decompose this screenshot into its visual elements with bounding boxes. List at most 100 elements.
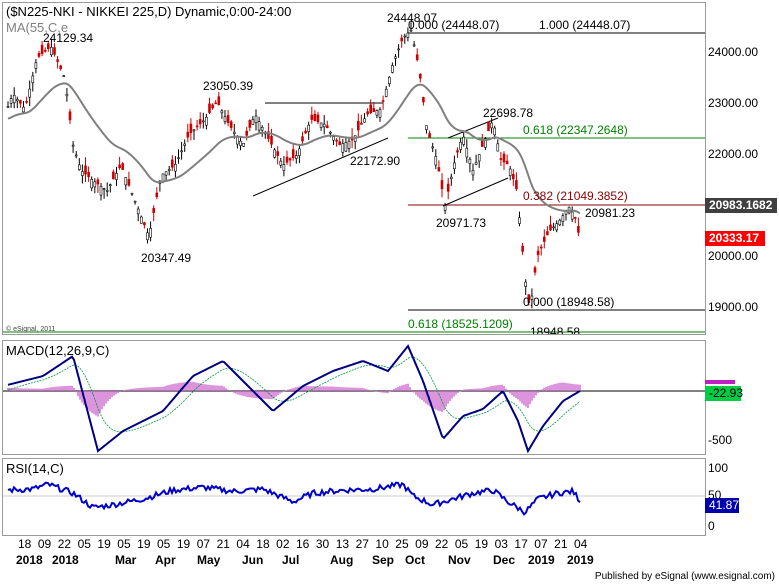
candle-body [202, 120, 205, 123]
date-tick: 02 [276, 537, 290, 551]
rsi-panel[interactable]: RSI(14,C) [2, 458, 706, 536]
date-tick: 16 [296, 537, 310, 551]
candle-body [208, 103, 211, 113]
candle-body [84, 165, 87, 175]
candle-body [400, 37, 404, 42]
macd-label: MACD(12,26,9,C) [6, 343, 110, 358]
date-tick: 05 [157, 537, 171, 551]
annotation-low-mar: 20347.49 [141, 251, 192, 265]
candle-body [121, 163, 124, 170]
fib-618-down-label: 0.618 (18525.1209) [408, 317, 513, 331]
candle-body [115, 173, 118, 180]
candle-body [78, 164, 81, 170]
candle-body [384, 88, 388, 97]
candle-body [164, 171, 168, 176]
candle-body [521, 245, 524, 252]
date-period-label: Sep [372, 553, 395, 567]
candle-body [428, 133, 431, 138]
candle-body [490, 122, 493, 129]
macd-value-tag: -22.93 [705, 386, 743, 401]
trend-line-lower [252, 137, 389, 197]
date-tick: 07 [534, 537, 548, 551]
rsi-tick: 0 [708, 519, 715, 533]
candle-body [307, 124, 311, 132]
last-price-tag: 20333.17 [705, 231, 765, 246]
candle-body [229, 121, 233, 128]
candle-body [273, 149, 276, 158]
candle-body [434, 156, 438, 166]
candle-body [186, 131, 190, 138]
candle-body [409, 29, 413, 32]
candle-body [549, 224, 552, 231]
candle-body [468, 158, 472, 165]
macd-line [7, 344, 581, 454]
candle-body [37, 53, 41, 57]
candle-body [412, 44, 416, 47]
candle-body [136, 208, 140, 215]
candle-body [245, 130, 248, 136]
candle-body [471, 170, 475, 176]
fib-0-top-label: 0.000 (24448.07) [408, 18, 500, 32]
candle-body [161, 173, 165, 182]
date-tick: 21 [554, 537, 568, 551]
candle-body [573, 217, 577, 219]
candle-body [319, 122, 323, 128]
date-tick: 13 [335, 537, 350, 551]
candle-body [56, 59, 59, 62]
price-tick: 22000.00 [708, 147, 759, 161]
candle-body [288, 158, 292, 161]
candle-body [174, 164, 177, 172]
candle-body [446, 183, 450, 192]
candle-body [440, 180, 444, 190]
rsi-axis: 100 50 0 [706, 458, 779, 536]
candle-body [465, 147, 469, 158]
candle-body [291, 149, 295, 159]
candle-body [124, 177, 128, 186]
candle-body [325, 125, 329, 129]
date-tick: 21 [216, 537, 230, 551]
candle-body [406, 32, 410, 38]
candle-body [294, 155, 298, 159]
annotation-dec-low: 18948.58 [530, 325, 581, 335]
candle-body [425, 125, 428, 130]
price-chart-panel[interactable]: ($N225-NKI - NIKKEI 225,D) Dynamic,0:00-… [2, 2, 706, 335]
annotation-nov-high: 22698.78 [483, 106, 534, 120]
candle-body [254, 115, 258, 123]
candle-body [477, 154, 481, 162]
date-tick: 22 [57, 537, 72, 551]
date-tick: 19 [97, 537, 111, 551]
candle-body [62, 75, 66, 78]
chart-title: ($N225-NKI - NIKKEI 225,D) Dynamic,0:00-… [6, 4, 292, 19]
candle-body [493, 127, 497, 136]
candle-body [270, 135, 273, 145]
date-tick: 19 [137, 537, 151, 551]
candle-body [87, 172, 90, 178]
candle-body [74, 154, 78, 157]
rsi-canvas[interactable] [3, 459, 706, 536]
candle-body [71, 144, 75, 147]
candle-body [22, 106, 25, 113]
candle-body [322, 123, 326, 128]
ma-line [7, 82, 581, 215]
candle-body [140, 216, 143, 224]
annotation-nov-low: 20971.73 [436, 216, 487, 230]
candle-body [205, 116, 208, 126]
candle-body [530, 295, 534, 300]
rsi-line [7, 481, 581, 516]
date-tick: 04 [574, 537, 588, 551]
candle-body [251, 119, 255, 125]
candle-body [279, 160, 283, 166]
candle-body [344, 141, 348, 152]
candle-body [34, 62, 38, 69]
candle-body [146, 232, 149, 241]
candle-body [527, 294, 531, 303]
date-period-label: 2018 [16, 553, 43, 567]
candle-body [127, 179, 131, 186]
candle-body [375, 110, 379, 116]
macd-panel[interactable]: MACD(12,26,9,C) [2, 340, 706, 455]
price-chart-canvas[interactable] [3, 3, 706, 335]
macd-canvas[interactable] [3, 341, 706, 455]
date-tick: 27 [355, 537, 369, 551]
annotation-oct-high: 24448.07 [387, 11, 438, 25]
date-period-label: Apr [155, 553, 176, 567]
